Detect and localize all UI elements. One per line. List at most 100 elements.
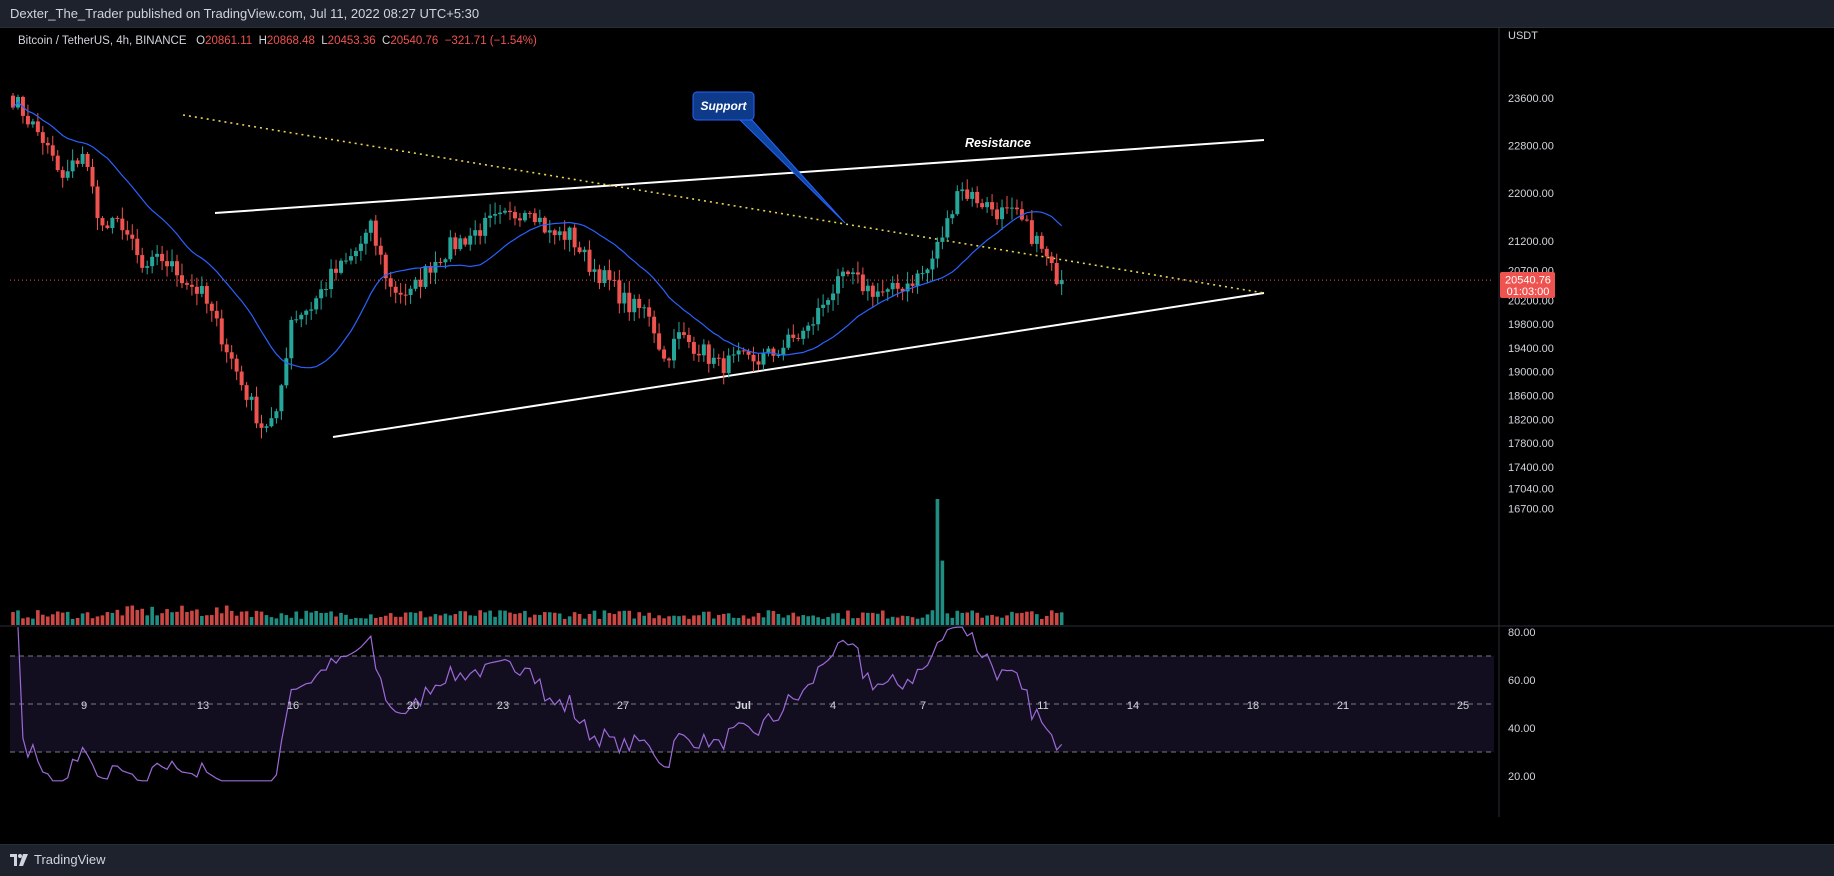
candle-body — [562, 231, 567, 240]
candle-body — [458, 238, 463, 250]
candle-body — [557, 231, 562, 236]
candle-body — [667, 358, 672, 361]
chart-area[interactable]: Support Resistance USDT 23600.00 22800.00 220… — [0, 27, 1834, 844]
candle-body — [676, 332, 681, 339]
last-price-badge-label: 20540.76 — [1505, 275, 1551, 287]
dotted-support-line — [182, 114, 1265, 294]
volume-bar — [518, 613, 522, 625]
candle-body — [60, 170, 65, 178]
candle-body — [363, 232, 368, 244]
volume-bar — [707, 611, 711, 625]
volume-bar — [378, 617, 383, 625]
candle-body — [821, 304, 826, 308]
candle-body — [35, 121, 40, 133]
volume-bar — [65, 611, 70, 625]
low-label: L — [321, 35, 328, 47]
change-value: −321.71 (−1.54%) — [444, 35, 537, 47]
volume-bar — [856, 618, 860, 625]
volume-bar — [244, 611, 249, 625]
candle-body — [498, 212, 503, 215]
volume-bar — [279, 613, 284, 625]
volume-bar — [682, 615, 686, 625]
candle-body — [299, 314, 304, 320]
volume-bar — [557, 613, 562, 625]
volume-bar — [130, 605, 135, 625]
volume-bar — [851, 618, 855, 625]
volume-bar — [383, 615, 388, 625]
volume-bar — [731, 617, 736, 625]
candle-body — [905, 283, 910, 292]
volume-bar — [542, 612, 547, 625]
price-tick-label: 20200.00 — [1508, 295, 1554, 307]
candle-body — [324, 289, 329, 291]
price-tick-label: 19000.00 — [1508, 367, 1554, 379]
volume-bar — [607, 612, 612, 625]
volume-bar — [592, 610, 597, 625]
volume-bar — [950, 617, 955, 625]
rsi-line — [17, 626, 1063, 782]
candle-body — [552, 230, 557, 236]
time-tick-label: 20 — [407, 700, 419, 712]
volume-bar — [975, 612, 979, 625]
candle-body — [214, 310, 219, 319]
candle-body — [890, 282, 895, 290]
candle-body — [179, 275, 184, 284]
volume-bar — [468, 615, 473, 625]
candle-body — [975, 191, 980, 204]
candle-body — [622, 292, 627, 304]
candle-body — [811, 324, 816, 326]
candle-body — [1044, 248, 1049, 257]
volume-bar — [100, 615, 105, 625]
volume-bar — [1010, 611, 1014, 625]
volume-bar — [41, 614, 45, 625]
candle-body — [587, 249, 592, 272]
volume-bar — [503, 610, 507, 625]
volume-bar — [26, 617, 30, 625]
candle-body — [1014, 207, 1019, 210]
candle-body — [110, 217, 115, 229]
volume-bar — [528, 617, 532, 625]
price-tick-label: 17040.00 — [1508, 483, 1554, 495]
volume-bar — [885, 618, 890, 625]
support-callout-label: Support — [701, 99, 748, 113]
candle-body — [50, 145, 55, 156]
candle-body — [791, 334, 796, 338]
time-tick-label: 11 — [1037, 700, 1048, 712]
volume-bar — [264, 615, 269, 625]
candle-body — [408, 288, 413, 295]
volume-bar — [890, 616, 895, 625]
candle-body — [801, 330, 806, 339]
time-tick-label: 9 — [81, 700, 87, 712]
volume-bar — [617, 611, 622, 625]
volume-bar — [155, 615, 159, 625]
volume-bar — [304, 610, 309, 625]
candle-body — [478, 230, 483, 236]
candle-body — [70, 160, 75, 172]
time-tick-label: 25 — [1457, 700, 1469, 712]
volume-bar — [110, 612, 115, 625]
candle-body — [383, 254, 388, 279]
volume-bar — [652, 618, 656, 625]
candle-body — [343, 260, 348, 262]
volume-bar — [910, 617, 915, 625]
volume-bar — [438, 615, 443, 625]
candle-body — [1049, 256, 1054, 263]
candle-body — [965, 189, 970, 199]
volume-bar — [488, 610, 492, 625]
tradingview-brand[interactable]: TradingView — [10, 852, 106, 867]
volume-bar — [806, 616, 810, 625]
candle-body — [423, 265, 428, 287]
volume-bar — [602, 610, 607, 625]
volume-bar — [642, 615, 646, 625]
volume-bar — [990, 614, 994, 625]
volume-bar — [453, 614, 458, 625]
time-tick-label: 14 — [1127, 700, 1139, 712]
candle-body — [448, 237, 453, 260]
volume-bar — [935, 499, 940, 625]
candle-body — [125, 230, 130, 235]
volume-bar — [314, 610, 318, 625]
candle-body — [756, 361, 761, 365]
candle-body — [170, 261, 175, 267]
volume-bar — [145, 615, 149, 625]
candle-body — [438, 261, 443, 263]
